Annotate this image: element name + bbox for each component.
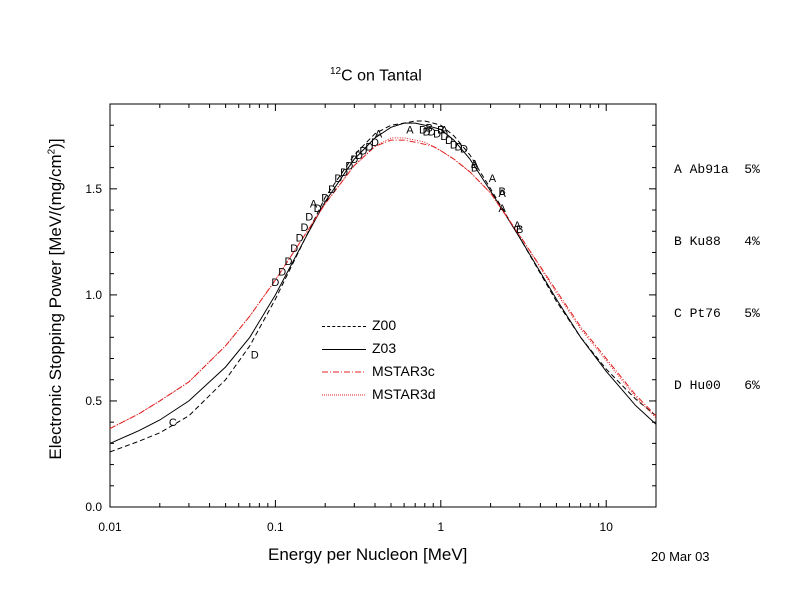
data-point-d: D [359, 146, 367, 158]
legend-label: Z03 [372, 340, 397, 356]
data-point-a: A [310, 199, 318, 211]
reference-item: C Pt76 5% [674, 306, 760, 321]
data-point-d: D [271, 277, 279, 289]
data-point-d: D [345, 161, 353, 173]
data-point-a: A [375, 129, 383, 141]
legend-label: Z00 [372, 317, 397, 333]
y-axis-label: Electronic Stopping Power [MeV/(mg/cm2)] [46, 74, 66, 524]
data-point-d: D [251, 349, 259, 361]
data-point-a: A [499, 188, 507, 200]
chart-title: 12C on Tantal [330, 66, 422, 85]
legend-swatch-z03 [322, 349, 366, 350]
x-tick-label: 0.1 [267, 520, 284, 534]
series-line-mstar3c [109, 139, 657, 429]
reference-item: D Hu00 6% [674, 378, 760, 393]
x-tick-label: 10 [600, 520, 614, 534]
y-tick-label: 0.0 [85, 500, 102, 514]
data-point-d: D [460, 144, 468, 156]
y-axis-label-container: Electronic Stopping Power [MeV/(mg/cm2)] [36, 84, 76, 524]
reference-item: A Ab91a 5% [674, 162, 760, 177]
data-point-d: D [340, 167, 348, 179]
data-point-d: D [419, 124, 427, 136]
data-point-d: D [350, 154, 358, 166]
series-line-z00 [109, 120, 657, 453]
y-tick-label: 1.0 [85, 288, 102, 302]
title-text: C on Tantal [341, 67, 422, 85]
data-point-a: A [471, 158, 479, 170]
data-point-d: D [428, 127, 436, 139]
data-point-a: A [499, 203, 507, 215]
data-point-d: D [365, 141, 373, 153]
series-line-z03 [109, 122, 657, 444]
data-point-a: A [489, 173, 497, 185]
data-point-d: D [355, 150, 363, 162]
data-point-d: D [301, 222, 309, 234]
date-stamp: 20 Mar 03 [651, 549, 710, 564]
data-point-d: D [450, 139, 458, 151]
data-point-d: D [445, 135, 453, 147]
data-point-d: D [285, 256, 293, 268]
reference-list: A Ab91a 5% B Ku88 4% C Pt76 5% D Hu00 6% [674, 110, 760, 422]
data-point-d: D [455, 141, 463, 153]
y-axis-label-end: )] [46, 138, 65, 149]
legend-swatch-z00 [322, 326, 366, 327]
data-point-d: D [296, 233, 304, 245]
data-point-c: C [169, 417, 177, 429]
data-point-d: D [433, 129, 441, 141]
legend-label: MSTAR3d [372, 386, 436, 402]
data-point-b: B [425, 122, 432, 134]
legend-swatch-mstar3d [322, 394, 366, 396]
data-point-d: D [371, 137, 379, 149]
y-tick-label: 0.5 [85, 394, 102, 408]
data-point-d: D [314, 203, 322, 215]
y-axis-label-superscript: 2 [46, 148, 58, 155]
data-point-d: D [328, 184, 336, 196]
y-axis-label-text: Electronic Stopping Power [MeV/(mg/cm [46, 154, 65, 460]
series-line-mstar3d [109, 137, 657, 429]
data-point-d: D [440, 131, 448, 143]
data-point-a: A [514, 220, 522, 232]
title-superscript: 12 [330, 66, 342, 77]
legend-label: MSTAR3c [372, 363, 435, 379]
x-tick-label: 0.01 [98, 520, 122, 534]
data-point-b: B [437, 124, 444, 136]
data-point-d: D [321, 192, 329, 204]
x-tick-label: 1 [437, 520, 444, 534]
plot-frame [109, 103, 657, 508]
data-point-d: D [305, 211, 313, 223]
data-point-a: A [406, 124, 414, 136]
y-tick-label: 1.5 [85, 182, 102, 196]
data-point-d: D [334, 173, 342, 185]
reference-item: B Ku88 4% [674, 234, 760, 249]
data-point-d: D [290, 243, 298, 255]
data-point-b: B [499, 186, 506, 198]
data-point-d: D [423, 127, 431, 139]
legend-swatch-mstar3c [322, 371, 366, 373]
data-point-b: B [516, 224, 523, 236]
data-point-a: A [441, 124, 449, 136]
data-point-b: B [471, 163, 478, 175]
data-point-d: D [278, 267, 286, 279]
x-axis-label: Energy per Nucleon [MeV] [268, 545, 468, 564]
